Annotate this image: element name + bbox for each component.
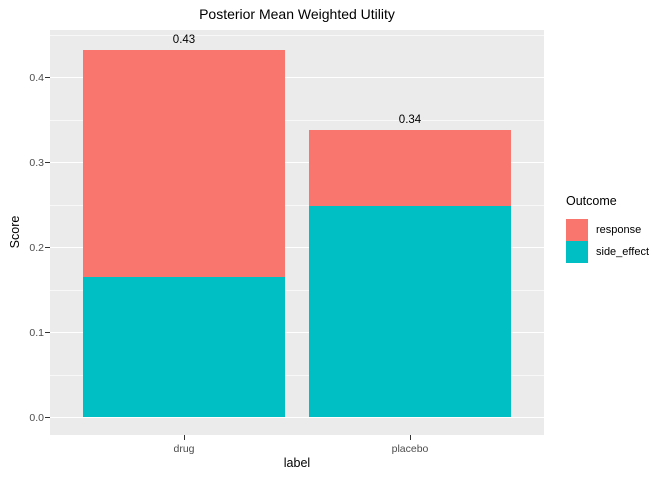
x-tick-mark [410, 435, 411, 440]
x-axis-title: label [283, 456, 311, 470]
y-tick-label: 0.3 [29, 157, 44, 169]
y-tick-label: 0.1 [29, 327, 44, 339]
grid-major [50, 332, 544, 333]
grid-major [50, 162, 544, 163]
x-tick-mark [184, 435, 185, 440]
legend-item-side_effect: side_effect [566, 241, 649, 263]
x-tick-label-placebo: placebo [391, 443, 429, 455]
bar-total-label: 0.43 [172, 33, 196, 46]
legend-items: response side_effect [566, 219, 649, 263]
bar-segment-side_effect-placebo [309, 206, 511, 417]
grid-major [50, 77, 544, 78]
chart-title: Posterior Mean Weighted Utility [199, 6, 395, 22]
y-tick-label: 0.4 [29, 72, 44, 84]
legend-key-swatch [566, 241, 588, 263]
bar-segment-response-placebo [309, 129, 511, 207]
grid-minor [50, 374, 544, 376]
x-tick-label-drug: drug [173, 443, 195, 455]
legend-title: Outcome [566, 194, 617, 208]
y-tick-label: 0.0 [29, 412, 44, 424]
bar-segment-response-drug [83, 49, 285, 277]
grid-minor [50, 204, 544, 206]
grid-minor [50, 119, 544, 121]
legend: Outcome response side_effect [566, 193, 649, 263]
y-tick-mark [45, 417, 50, 418]
legend-label: response [596, 224, 642, 236]
grid-major [50, 247, 544, 248]
grid-minor [50, 34, 544, 36]
grid-major [50, 417, 544, 418]
plot-panel: 0.43 0.34 [50, 30, 544, 435]
grid-minor [50, 289, 544, 291]
y-tick-mark [45, 77, 50, 78]
y-tick-label: 0.2 [29, 242, 44, 254]
bar-total-label: 0.34 [398, 113, 422, 126]
y-tick-mark [45, 162, 50, 163]
bar-segment-side_effect-drug [83, 276, 285, 417]
legend-key-swatch [566, 219, 588, 241]
legend-label: side_effect [596, 246, 650, 258]
legend-item-response: response [566, 219, 649, 241]
y-tick-mark [45, 332, 50, 333]
y-tick-mark [45, 247, 50, 248]
